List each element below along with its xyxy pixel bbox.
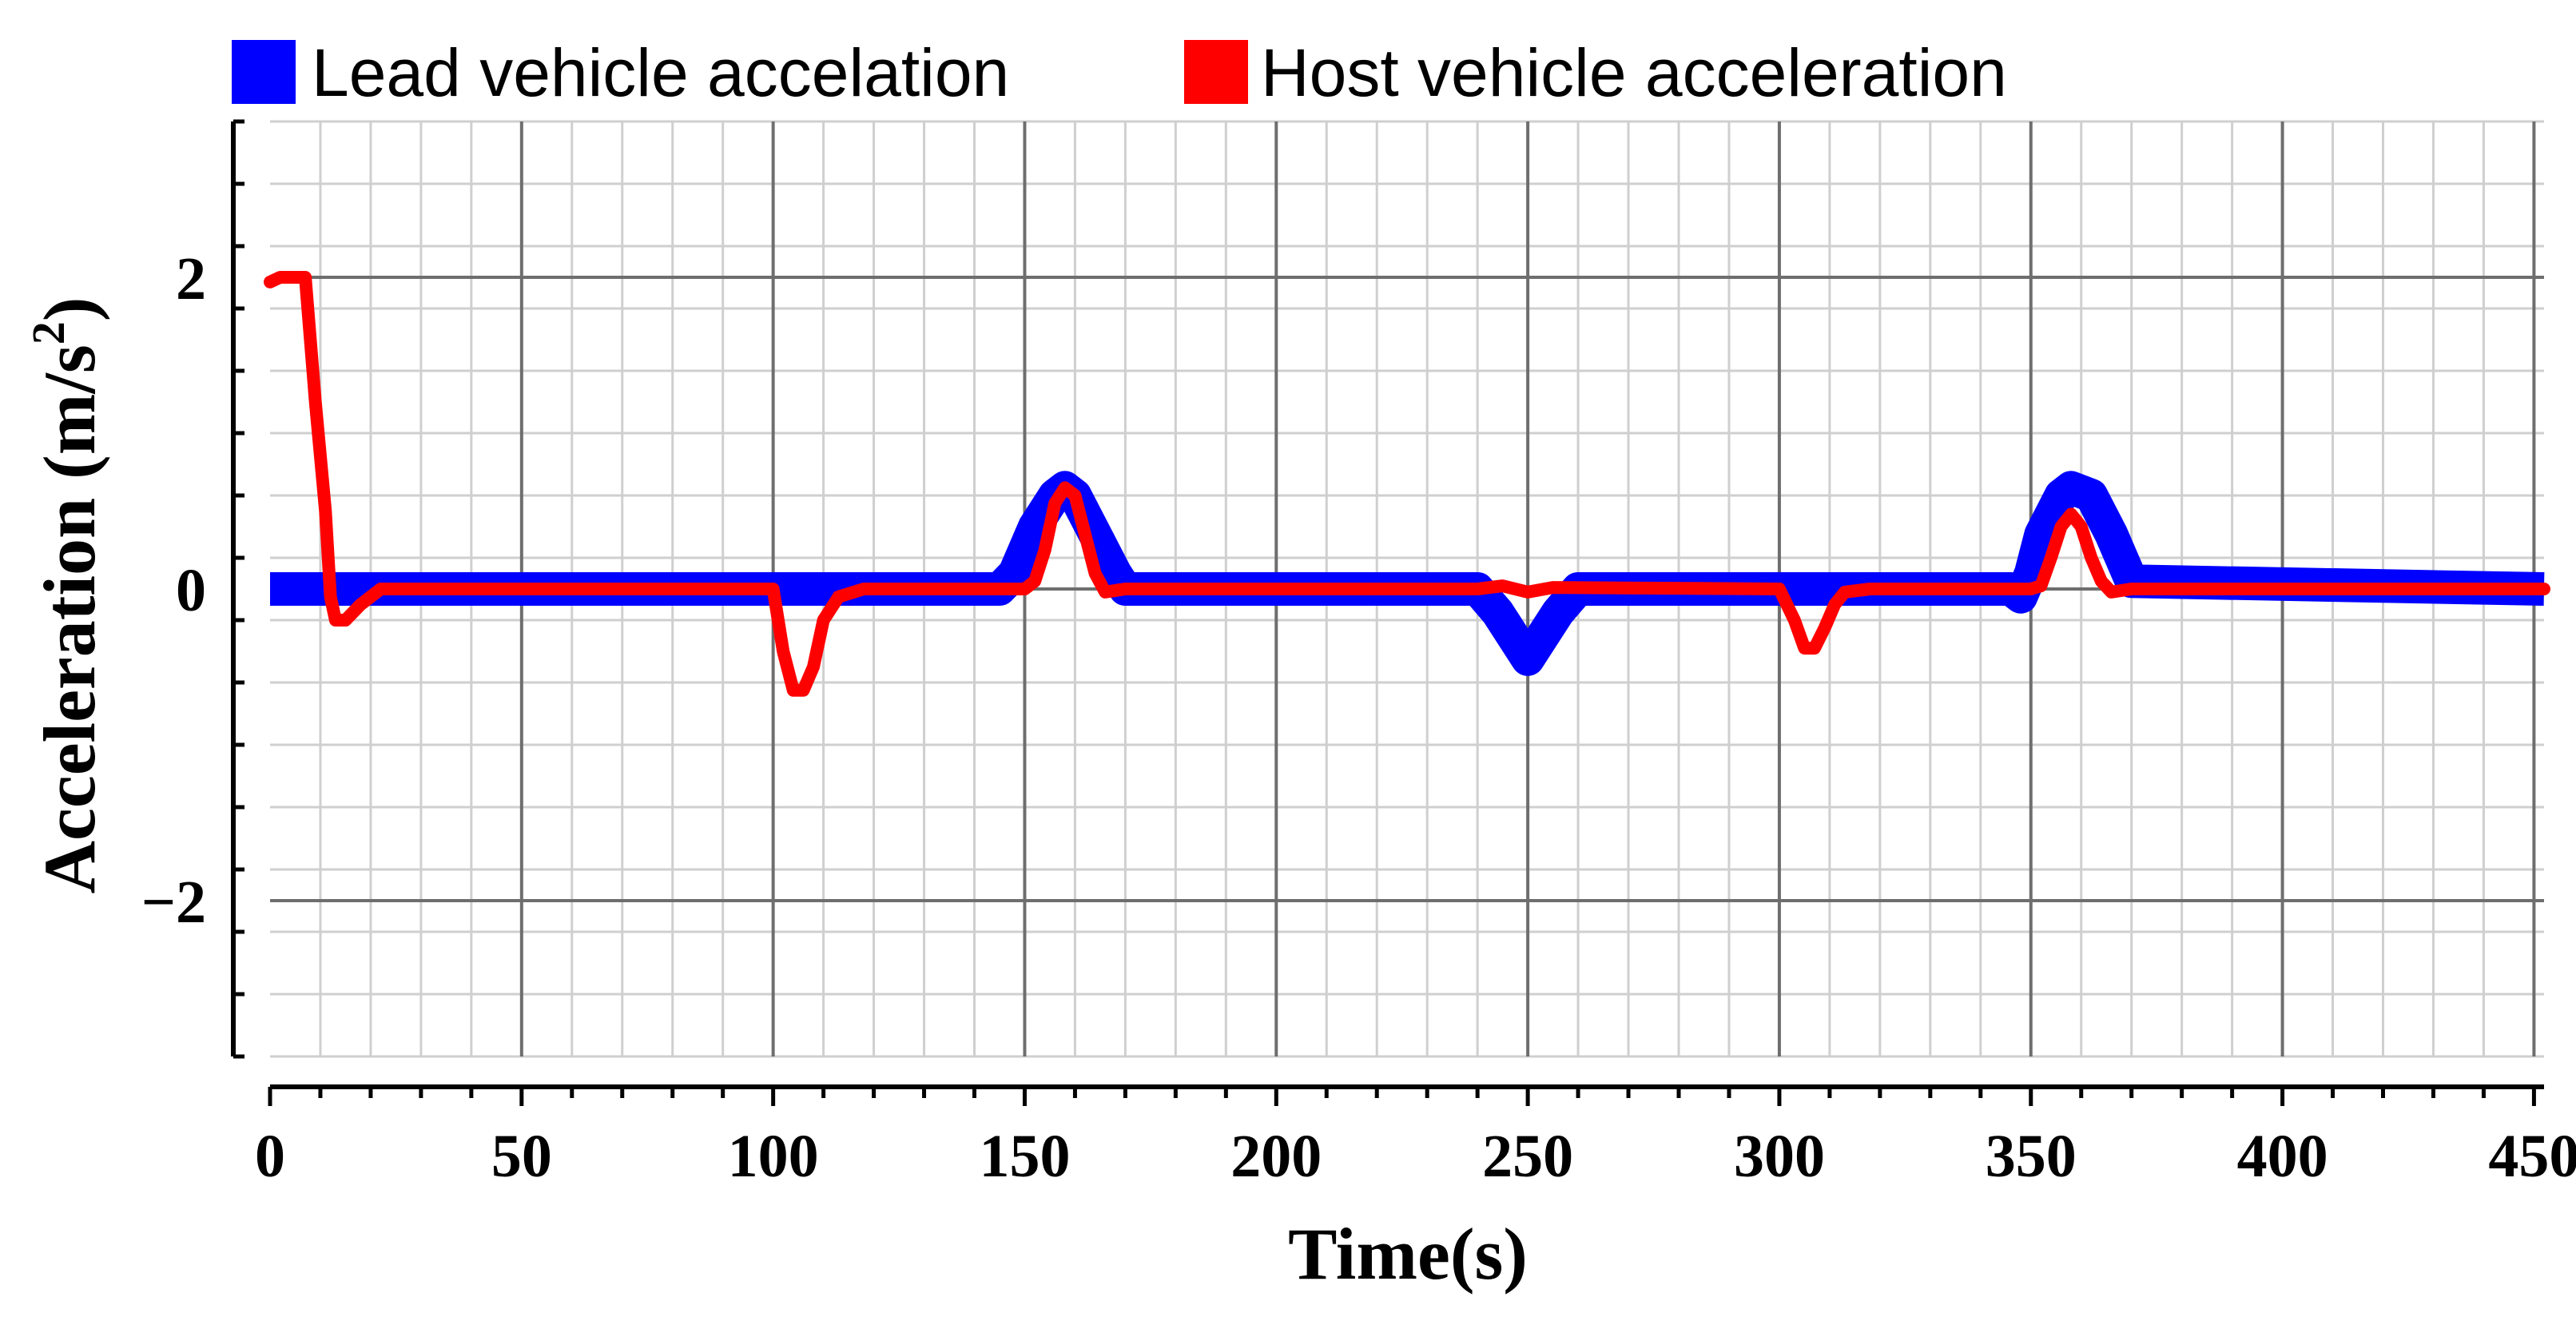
y-axis-title: Acceleration (m/s2) (22, 297, 110, 894)
axes (231, 119, 2544, 1106)
x-axis-title: Time(s) (1288, 1213, 1528, 1295)
x-tick-label: 350 (1986, 1123, 2077, 1190)
legend-swatch-host (1184, 40, 1248, 104)
y-axis-title-close: ) (29, 297, 110, 322)
x-tick-label: 250 (1482, 1123, 1573, 1190)
y-tick-label: −2 (141, 869, 206, 936)
y-tick-label: 2 (176, 245, 206, 312)
series-lead-vehicle (270, 471, 2545, 676)
x-tick-label: 200 (1230, 1123, 1322, 1190)
series-line-lead (270, 471, 2545, 676)
x-tick-label: 450 (2488, 1123, 2576, 1190)
series-line-host (264, 271, 2550, 697)
x-tick-label: 400 (2237, 1123, 2328, 1190)
y-axis-title-main: Acceleration (m/s (29, 344, 110, 893)
x-tick-label: 50 (491, 1123, 552, 1190)
series-host-vehicle (264, 271, 2550, 697)
y-axis-title-sup: 2 (22, 321, 74, 344)
x-tick-label: 0 (255, 1123, 285, 1190)
x-tick-label: 150 (979, 1123, 1070, 1190)
x-tick-label: 100 (728, 1123, 819, 1190)
y-tick-labels: 2 0 −2 (141, 245, 206, 936)
legend: Lead vehicle accelation Host vehicle acc… (232, 35, 2007, 110)
legend-label-lead: Lead vehicle accelation (312, 35, 1009, 110)
legend-label-host: Host vehicle acceleration (1261, 35, 2007, 110)
y-tick-label: 0 (176, 557, 206, 624)
x-tick-labels: 0 50 100 150 200 250 300 350 400 450 (255, 1123, 2576, 1190)
x-tick-label: 300 (1734, 1123, 1825, 1190)
legend-swatch-lead (232, 40, 296, 104)
